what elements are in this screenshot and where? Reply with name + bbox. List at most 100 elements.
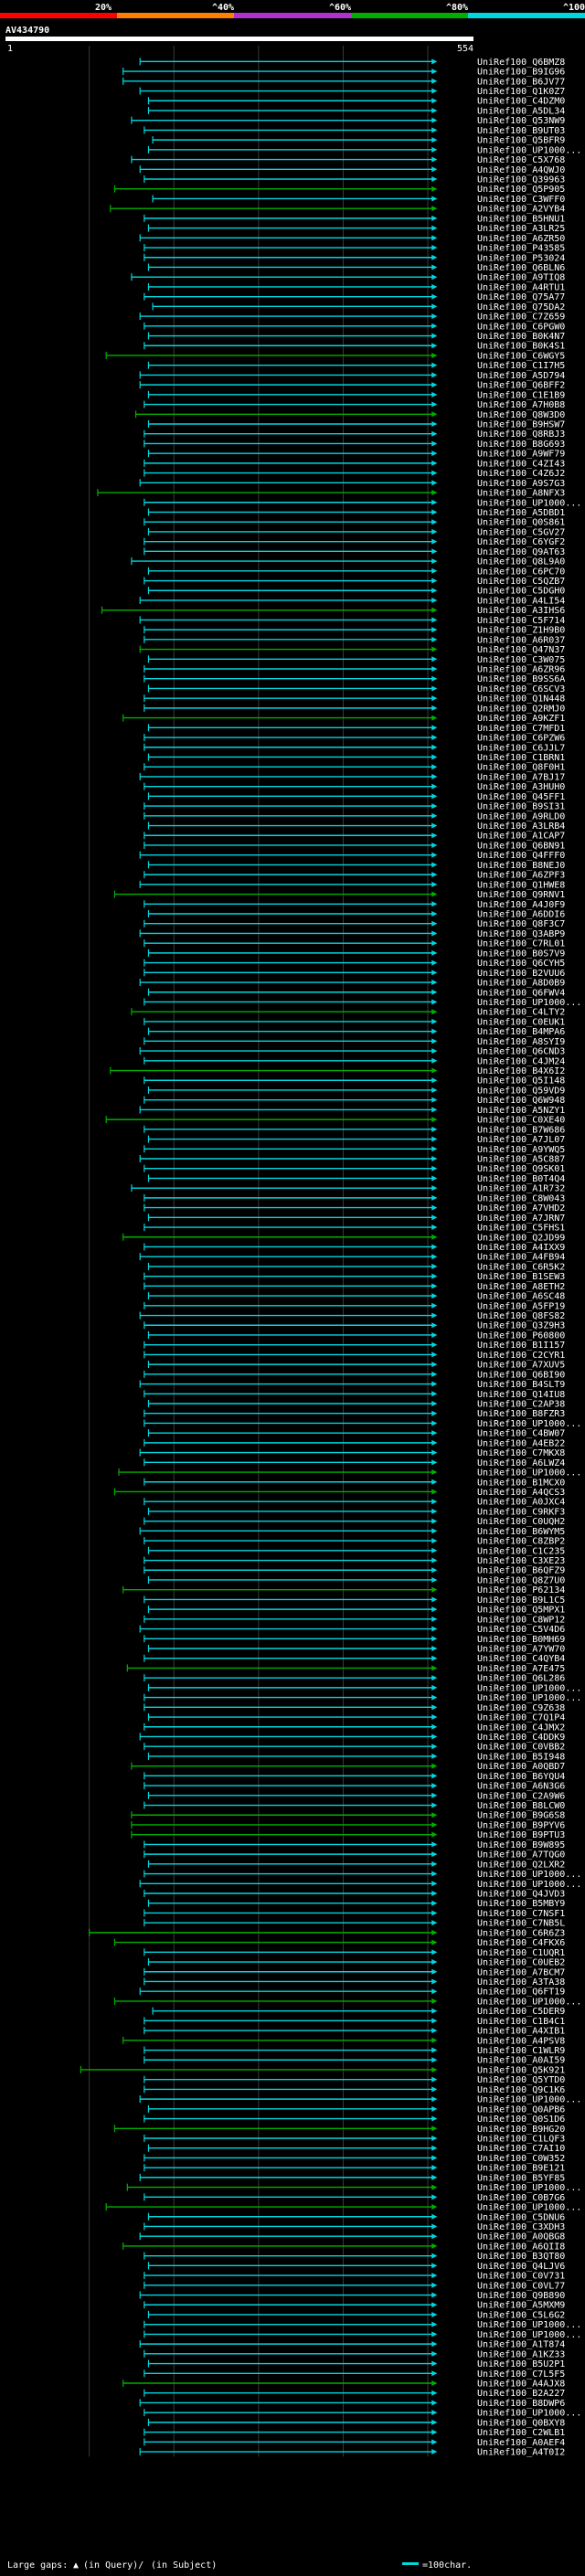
hit-row[interactable]: UniRef100_C7Z659 — [139, 313, 565, 323]
hit-label[interactable]: UniRef100_C0EUK1 — [477, 1017, 565, 1027]
hit-label[interactable]: UniRef100_Q53NW9 — [477, 116, 565, 126]
hit-row[interactable]: UniRef100_B5HNU1 — [144, 214, 565, 224]
hit-row[interactable]: UniRef100_C5FHS1 — [144, 1224, 565, 1234]
hit-label[interactable]: UniRef100_A7JRN7 — [477, 1214, 565, 1224]
hit-label[interactable]: UniRef100_C3XDH3 — [477, 2222, 565, 2232]
hit-label[interactable]: UniRef100_Q0S861 — [477, 518, 565, 528]
hit-label[interactable]: UniRef100_B9UT03 — [477, 126, 565, 136]
hit-label[interactable]: UniRef100_P62134 — [477, 1585, 565, 1595]
hit-label[interactable]: UniRef100_C0W352 — [477, 2154, 565, 2164]
hit-row[interactable]: UniRef100_C3XDH3 — [144, 2222, 565, 2232]
hit-row[interactable]: UniRef100_A7JL07 — [147, 1135, 565, 1145]
hit-label[interactable]: UniRef100_C2AP38 — [477, 1400, 565, 1410]
hit-label[interactable]: UniRef100_Q4FFF0 — [477, 851, 565, 861]
hit-row[interactable]: UniRef100_C6PC70 — [147, 567, 565, 577]
hit-row[interactable]: UniRef100_C5QZB7 — [144, 577, 565, 587]
hit-label[interactable]: UniRef100_C4QYB4 — [477, 1654, 565, 1664]
hit-label[interactable]: UniRef100_C1BRN1 — [477, 753, 565, 763]
hit-row[interactable]: UniRef100_UP1000... — [144, 1419, 582, 1429]
hit-label[interactable]: UniRef100_C7MKX8 — [477, 1448, 565, 1458]
hit-label[interactable]: UniRef100_A7BJ17 — [477, 772, 565, 782]
hit-row[interactable]: UniRef100_Q75DA2 — [152, 302, 565, 313]
hit-row[interactable]: UniRef100_C6R5K2 — [147, 1262, 565, 1272]
hit-row[interactable]: UniRef100_C5GV27 — [147, 527, 565, 537]
hit-row[interactable]: UniRef100_A4LI54 — [139, 596, 565, 606]
hit-label[interactable]: UniRef100_B1I157 — [477, 1341, 565, 1351]
hit-row[interactable]: UniRef100_A5FP19 — [144, 1301, 565, 1311]
hit-row[interactable]: UniRef100_C3XE23 — [144, 1556, 565, 1566]
hit-row[interactable]: UniRef100_Q6BN91 — [144, 841, 565, 851]
hit-label[interactable]: UniRef100_Q59VD9 — [477, 1086, 565, 1096]
hit-label[interactable]: UniRef100_Q6FWV4 — [477, 988, 565, 998]
hit-row[interactable]: UniRef100_B1MCX0 — [144, 1478, 565, 1488]
hit-label[interactable]: UniRef100_A5DBD1 — [477, 508, 565, 518]
hit-label[interactable]: UniRef100_Q8F3C7 — [477, 919, 565, 929]
hit-label[interactable]: UniRef100_B1MCX0 — [477, 1478, 565, 1488]
hit-label[interactable]: UniRef100_C2A9W6 — [477, 1791, 565, 1801]
hit-label[interactable]: UniRef100_A6N3G6 — [477, 1782, 565, 1792]
hit-label[interactable]: UniRef100_B9HG20 — [477, 2125, 565, 2135]
hit-row[interactable]: UniRef100_A1R732 — [131, 1184, 565, 1194]
hit-label[interactable]: UniRef100_Z1H9B0 — [477, 626, 565, 636]
hit-row[interactable]: UniRef100_C4JMX2 — [144, 1723, 565, 1733]
hit-label[interactable]: UniRef100_B9HSW7 — [477, 420, 565, 430]
hit-row[interactable]: UniRef100_B9PYV6 — [131, 1820, 565, 1830]
hit-row[interactable]: UniRef100_A5DBD1 — [147, 508, 565, 518]
hit-label[interactable]: UniRef100_A8SYI9 — [477, 1037, 565, 1047]
hit-label[interactable]: UniRef100_B5HNU1 — [477, 214, 565, 224]
hit-label[interactable]: UniRef100_B0K4N7 — [477, 332, 565, 342]
hit-row[interactable]: UniRef100_B1SEW3 — [144, 1272, 565, 1282]
hit-row[interactable]: UniRef100_A6LWZ4 — [144, 1458, 565, 1468]
hit-row[interactable]: UniRef100_C8W043 — [144, 1193, 565, 1203]
hit-row[interactable]: UniRef100_B9IG96 — [122, 68, 566, 78]
hit-label[interactable]: UniRef100_Q39963 — [477, 175, 565, 186]
hit-label[interactable]: UniRef100_C1B4C1 — [477, 2017, 565, 2027]
hit-label[interactable]: UniRef100_Q4JVD3 — [477, 1890, 565, 1900]
hit-row[interactable]: UniRef100_C0EUK1 — [144, 1017, 565, 1027]
hit-row[interactable]: UniRef100_C7MFD1 — [147, 724, 565, 734]
hit-row[interactable]: UniRef100_A4QWJ0 — [139, 165, 565, 175]
hit-label[interactable]: UniRef100_A3IHS6 — [477, 606, 565, 616]
hit-row[interactable]: UniRef100_UP1000... — [118, 1468, 581, 1479]
hit-row[interactable]: UniRef100_A1T874 — [139, 2340, 565, 2350]
hit-label[interactable]: UniRef100_B1SEW3 — [477, 1272, 565, 1282]
hit-label[interactable]: UniRef100_C4FKX6 — [477, 1938, 565, 1948]
hit-label[interactable]: UniRef100_A7XUV5 — [477, 1361, 565, 1371]
hit-label[interactable]: UniRef100_B2A227 — [477, 2389, 565, 2399]
hit-row[interactable]: UniRef100_C2CYR1 — [144, 1351, 565, 1361]
hit-label[interactable]: UniRef100_A8NFX3 — [477, 489, 565, 499]
hit-label[interactable]: UniRef100_C7NSF1 — [477, 1909, 565, 1919]
hit-label[interactable]: UniRef100_C6PZW6 — [477, 734, 565, 744]
hit-row[interactable]: UniRef100_A7JRN7 — [147, 1214, 565, 1224]
hit-row[interactable]: UniRef100_A6R037 — [144, 635, 565, 645]
hit-label[interactable]: UniRef100_Q75A77 — [477, 292, 565, 302]
hit-label[interactable]: UniRef100_A5FP19 — [477, 1301, 565, 1311]
hit-label[interactable]: UniRef100_Q45FF1 — [477, 792, 565, 802]
hit-label[interactable]: UniRef100_C7AI10 — [477, 2144, 565, 2154]
hit-row[interactable]: UniRef100_C1B4C1 — [144, 2017, 565, 2027]
hit-label[interactable]: UniRef100_C3W075 — [477, 655, 565, 665]
hit-row[interactable]: UniRef100_Q14IU8 — [144, 1390, 565, 1400]
hit-label[interactable]: UniRef100_Q5I148 — [477, 1076, 565, 1087]
hit-row[interactable]: UniRef100_Q0S1D6 — [144, 2115, 565, 2125]
hit-row[interactable]: UniRef100_C7L5F5 — [144, 2369, 565, 2380]
hit-row[interactable]: UniRef100_P43585 — [144, 244, 565, 254]
hit-row[interactable]: UniRef100_Q5K921 — [80, 2065, 565, 2075]
hit-label[interactable]: UniRef100_Q8L9A0 — [477, 557, 565, 567]
hit-row[interactable]: UniRef100_A3IHS6 — [101, 606, 566, 616]
hit-label[interactable]: UniRef100_B8LCW0 — [477, 1801, 565, 1811]
hit-label[interactable]: UniRef100_Q1N448 — [477, 694, 565, 705]
hit-row[interactable]: UniRef100_Q6W948 — [144, 1096, 565, 1106]
hit-label[interactable]: UniRef100_A6R037 — [477, 635, 565, 645]
hit-row[interactable]: UniRef100_Q3Z9H3 — [144, 1321, 565, 1331]
hit-row[interactable]: UniRef100_A4IXX9 — [144, 1243, 565, 1253]
hit-row[interactable]: UniRef100_A7YW70 — [147, 1645, 565, 1655]
hit-row[interactable]: UniRef100_A4RTU1 — [147, 282, 565, 292]
hit-row[interactable]: UniRef100_B9G6S8 — [131, 1811, 565, 1821]
hit-row[interactable]: UniRef100_Q9C1K6 — [144, 2085, 565, 2095]
hit-label[interactable]: UniRef100_B9SI31 — [477, 802, 565, 812]
hit-label[interactable]: UniRef100_C5QZB7 — [477, 577, 565, 587]
hit-label[interactable]: UniRef100_Q8RBJ3 — [477, 429, 565, 440]
hit-row[interactable]: UniRef100_Q8W3D0 — [134, 410, 566, 420]
hit-label[interactable]: UniRef100_B9IG96 — [477, 68, 565, 78]
